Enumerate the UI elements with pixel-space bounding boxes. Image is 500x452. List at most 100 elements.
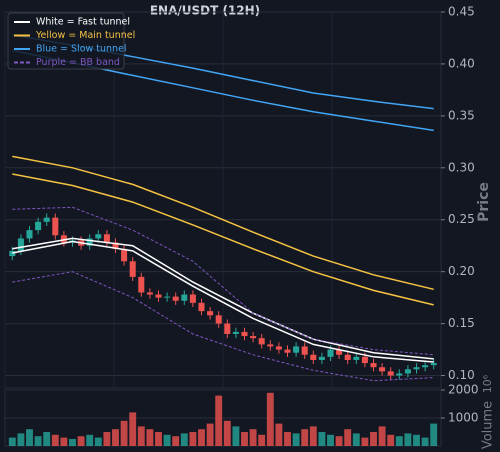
volume-bar <box>241 432 248 446</box>
y-tick-label: 0.35 <box>448 108 475 122</box>
y-tick-label: 0.30 <box>448 160 475 174</box>
volume-tick-label: 1000 <box>448 411 479 425</box>
candle-body <box>43 217 50 222</box>
y-tick-label: 0.45 <box>448 5 475 19</box>
volume-bar <box>275 423 283 446</box>
candle-body <box>146 292 153 295</box>
volume-bar <box>198 429 205 446</box>
volume-bar <box>17 433 25 446</box>
candle-body <box>301 346 308 355</box>
volume-bar <box>232 426 240 446</box>
candle-body <box>413 367 420 370</box>
volume-bar <box>206 423 214 446</box>
candle-body <box>318 356 325 360</box>
volume-bar <box>344 429 352 446</box>
candle-body <box>232 331 239 334</box>
tunnel-line <box>12 271 434 382</box>
volume-bar <box>370 432 377 446</box>
legend-label: Purple = BB band <box>36 57 120 68</box>
candle-body <box>379 367 386 372</box>
volume-bar <box>43 432 51 446</box>
volume-bar <box>223 420 231 446</box>
volume-bar <box>8 437 16 446</box>
candle-body <box>370 363 377 368</box>
volume-bar <box>155 432 162 446</box>
candle-body <box>267 344 274 347</box>
tunnel-line <box>12 237 434 360</box>
volume-bar <box>77 436 85 446</box>
volume-bar <box>361 437 369 446</box>
candle-body <box>172 296 179 301</box>
candle-body <box>60 235 67 243</box>
candle-body <box>207 311 214 316</box>
volume-bar <box>266 392 274 446</box>
chart-title: ENA/USDT (12H) <box>150 4 260 18</box>
candle-body <box>422 365 429 368</box>
legend-label: Blue = Slow tunnel <box>36 44 127 55</box>
volume-bar <box>318 432 326 446</box>
candle-body <box>353 356 360 360</box>
volume-bar <box>301 429 309 446</box>
volume-bar <box>180 433 188 446</box>
volume-bar <box>387 434 395 446</box>
volume-bar <box>51 434 59 446</box>
tunnel-line <box>12 206 434 356</box>
candle-body <box>198 302 205 312</box>
candle-body <box>103 234 110 243</box>
volume-bar <box>112 429 119 446</box>
volume-bar <box>60 437 68 446</box>
legend-label: White = Fast tunnel <box>36 17 130 28</box>
candle-body <box>26 230 33 239</box>
volume-bar <box>189 432 197 446</box>
legend-label: Yellow = Main tunnel <box>35 30 135 41</box>
volume-tick-label: 2000 <box>448 383 479 397</box>
volume-bar <box>103 432 111 446</box>
candle-body <box>250 336 257 339</box>
candle-body <box>112 242 119 249</box>
volume-bar <box>378 426 386 446</box>
volume-bar <box>94 437 102 446</box>
candle-body <box>284 349 291 353</box>
y-tick-label: 0.20 <box>448 264 475 278</box>
y-tick-label: 0.25 <box>448 212 475 226</box>
volume-bar <box>146 429 154 446</box>
candle-body <box>155 294 162 298</box>
y-tick-label: 0.40 <box>448 56 475 70</box>
volume-bar <box>215 395 223 446</box>
volume-bar <box>327 434 334 446</box>
candle-body <box>336 349 343 355</box>
volume-bar <box>172 436 180 446</box>
candle-body <box>396 373 403 376</box>
volume-bar <box>258 434 266 446</box>
candle-body <box>52 217 59 236</box>
volume-bar <box>352 433 360 446</box>
volume-bar <box>292 433 300 446</box>
candle-body <box>164 296 171 298</box>
candle-body <box>361 356 368 364</box>
tunnel-line <box>12 240 434 363</box>
tunnel-line <box>12 155 434 291</box>
candle-body <box>17 238 24 251</box>
y-tick-label: 0.15 <box>448 316 475 330</box>
volume-bar <box>129 412 137 446</box>
candle-body <box>215 315 222 324</box>
volume-bar <box>430 423 438 446</box>
candle-body <box>86 238 93 246</box>
tunnel-line <box>12 173 434 306</box>
volume-bar <box>335 436 343 446</box>
volume-bar <box>249 429 257 446</box>
candle-body <box>344 354 351 360</box>
volume-bar <box>284 432 291 446</box>
candle-body <box>121 248 128 262</box>
volume-bar <box>86 434 94 446</box>
candle-body <box>275 346 282 350</box>
volume-bar <box>163 434 171 446</box>
volume-bar <box>421 437 429 446</box>
volume-bar <box>395 436 403 446</box>
y-tick-label: 0.10 <box>448 368 475 382</box>
volume-bar <box>26 429 33 446</box>
candle-body <box>430 363 437 366</box>
candle-body <box>327 349 334 357</box>
